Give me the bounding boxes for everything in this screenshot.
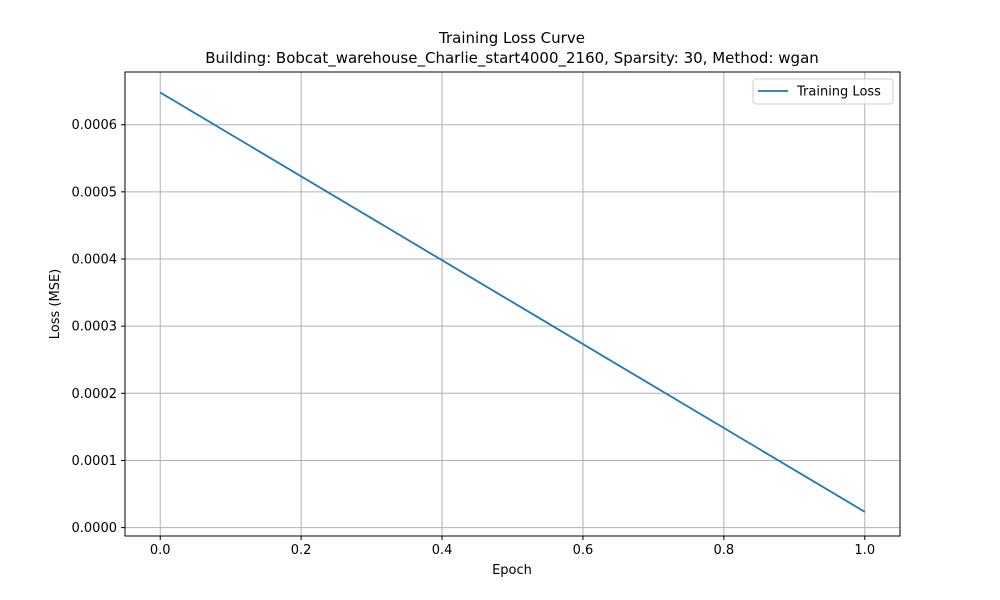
y-tick-label: 0.0004	[72, 253, 118, 268]
x-axis-label: Epoch	[492, 563, 532, 578]
y-tick-label: 0.0006	[72, 118, 118, 133]
x-tick-label: 0.8	[714, 543, 735, 558]
legend-box	[752, 78, 894, 105]
legend-label-training-loss: Training Loss	[796, 85, 881, 100]
y-tick-label: 0.0000	[72, 521, 118, 536]
y-tick-label: 0.0001	[72, 454, 118, 469]
x-tick-label: 0.6	[573, 543, 594, 558]
axis-ticks: 0.0 0.2 0.4 0.6 0.8 1.0 0.0000 0.0001 0.0002 0.00…	[72, 118, 876, 558]
x-tick-label: 0.2	[291, 543, 312, 558]
chart-title: Training Loss Curve	[438, 29, 585, 47]
grid-lines	[125, 72, 900, 536]
y-tick-label: 0.0002	[72, 387, 118, 402]
legend: Training Loss	[752, 78, 894, 105]
chart-subtitle: Building: Bobcat_warehouse_Charlie_start…	[205, 49, 819, 68]
y-tick-label: 0.0003	[72, 320, 118, 335]
x-tick-label: 0.4	[432, 543, 453, 558]
x-tick-label: 0.0	[150, 543, 171, 558]
y-axis-label: Loss (MSE)	[48, 269, 63, 339]
series-line-training-loss	[159, 91, 866, 513]
x-tick-label: 1.0	[854, 543, 875, 558]
y-tick-label: 0.0005	[72, 185, 118, 200]
series-group	[159, 91, 866, 513]
plot-area-frame	[124, 71, 901, 537]
